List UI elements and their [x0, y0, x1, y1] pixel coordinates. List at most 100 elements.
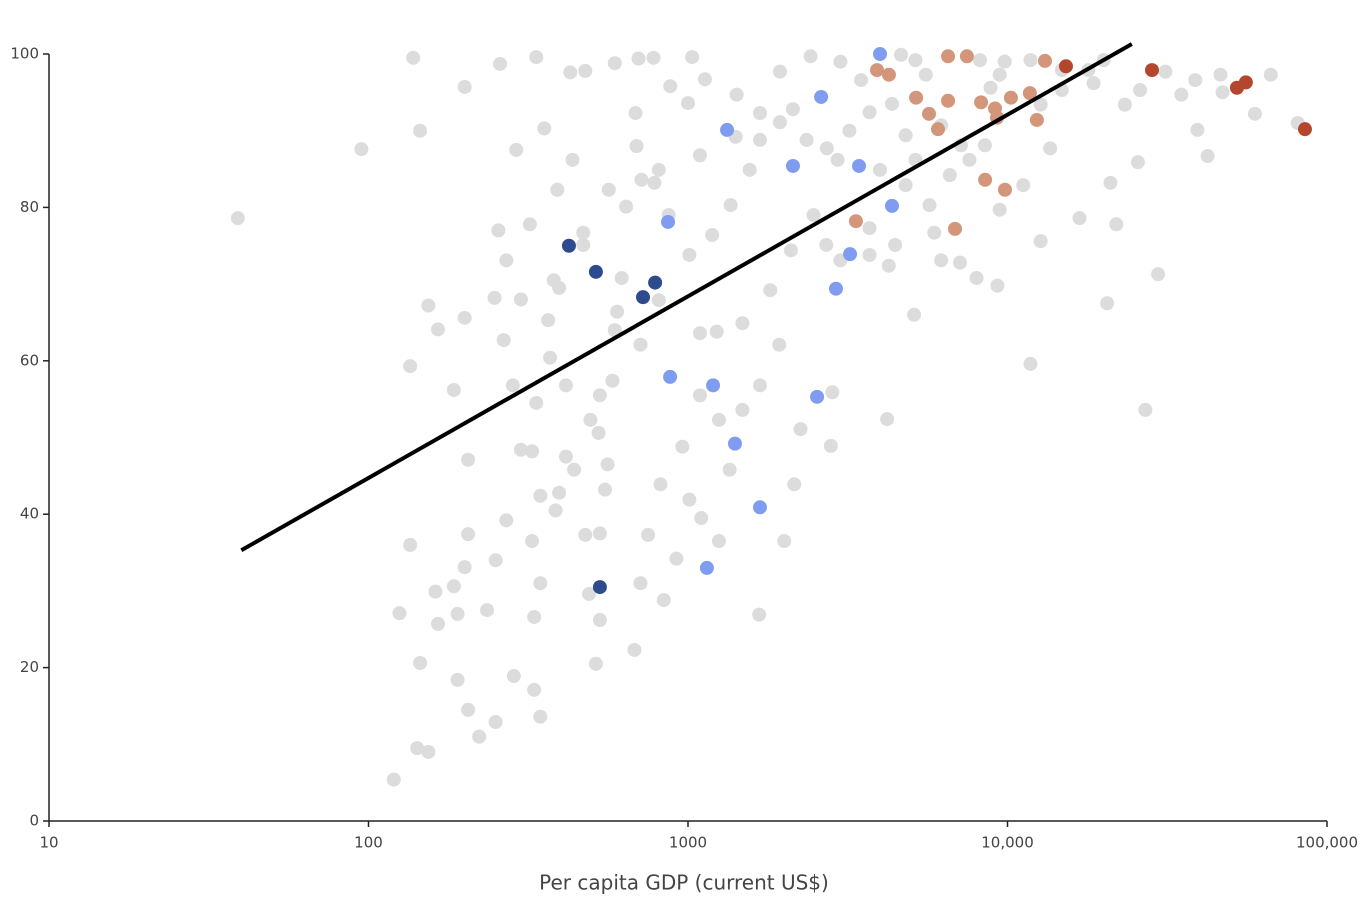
data-point: [513, 292, 528, 307]
data-point: [450, 672, 465, 687]
data-point: [705, 228, 720, 243]
data-point: [631, 51, 646, 66]
data-point: [550, 182, 565, 197]
y-tick-label: 40: [20, 505, 39, 523]
data-point: [1109, 217, 1124, 232]
data-point: [527, 682, 542, 697]
data-point: [675, 439, 690, 454]
data-point: [1037, 53, 1052, 68]
data-point: [610, 304, 625, 319]
data-point: [898, 178, 913, 193]
data-point: [1188, 73, 1203, 88]
data-point: [446, 579, 461, 594]
data-point: [862, 247, 877, 262]
data-point: [983, 80, 998, 95]
data-point: [552, 485, 567, 500]
data-point: [752, 500, 767, 515]
data-point: [546, 273, 561, 288]
data-point: [941, 93, 956, 108]
data-point: [525, 444, 540, 459]
data-point: [537, 121, 552, 136]
data-point: [461, 702, 476, 717]
data-point: [785, 158, 800, 173]
data-point: [952, 255, 967, 270]
data-point: [421, 298, 436, 313]
data-point: [828, 281, 843, 296]
data-point: [884, 198, 899, 213]
data-point: [592, 526, 607, 541]
data-point: [403, 359, 418, 374]
data-point: [578, 63, 593, 78]
data-point: [1138, 402, 1153, 417]
data-point: [1158, 64, 1173, 79]
data-point: [651, 162, 666, 177]
data-point: [1033, 234, 1048, 249]
data-point: [969, 270, 984, 285]
data-point: [873, 162, 888, 177]
data-point: [783, 243, 798, 258]
data-point: [1200, 149, 1215, 164]
data-point: [669, 551, 684, 566]
data-point: [763, 283, 778, 298]
y-tick-label: 0: [29, 812, 39, 830]
data-point: [392, 606, 407, 621]
data-point: [487, 290, 502, 305]
data-point: [723, 198, 738, 213]
data-point: [978, 172, 993, 187]
data-point: [727, 436, 742, 451]
data-point: [480, 603, 495, 618]
data-point: [1213, 67, 1228, 82]
data-point: [1144, 63, 1159, 78]
data-point: [777, 534, 792, 549]
data-point: [633, 337, 648, 352]
data-point: [446, 382, 461, 397]
data-point: [430, 322, 445, 337]
data-point: [941, 49, 956, 64]
data-point: [825, 385, 840, 400]
data-point: [1263, 67, 1278, 82]
data-point: [450, 606, 465, 621]
data-point: [819, 141, 834, 156]
data-point: [1023, 356, 1038, 371]
data-point: [592, 613, 607, 628]
data-point: [735, 316, 750, 331]
data-point: [1103, 175, 1118, 190]
data-point: [909, 90, 924, 105]
data-point: [1238, 75, 1253, 90]
data-point: [729, 87, 744, 102]
data-point: [583, 412, 598, 427]
data-point: [977, 138, 992, 153]
data-point: [527, 609, 542, 624]
data-point: [997, 182, 1012, 197]
data-point: [842, 123, 857, 138]
data-point: [588, 656, 603, 671]
data-point: [752, 106, 767, 121]
data-point: [720, 122, 735, 137]
data-point: [472, 729, 487, 744]
data-point: [541, 313, 556, 328]
data-point: [972, 53, 987, 68]
data-point: [600, 457, 615, 472]
data-point: [533, 709, 548, 724]
data-point: [843, 247, 858, 262]
data-point: [833, 54, 848, 69]
data-point: [629, 139, 644, 154]
data-point: [653, 477, 668, 492]
data-point: [992, 67, 1007, 82]
data-point: [406, 50, 421, 65]
data-point: [496, 333, 511, 348]
data-point: [651, 293, 666, 308]
data-point: [799, 132, 814, 147]
data-point: [1174, 87, 1189, 102]
data-point: [588, 264, 603, 279]
data-point: [881, 67, 896, 82]
data-point: [772, 64, 787, 79]
data-point: [922, 106, 937, 121]
data-point: [1023, 53, 1038, 68]
data-point: [699, 560, 714, 575]
data-point: [997, 54, 1012, 69]
data-point: [931, 122, 945, 137]
data-point: [493, 56, 508, 71]
data-point: [1190, 122, 1205, 137]
data-point: [1022, 86, 1037, 101]
